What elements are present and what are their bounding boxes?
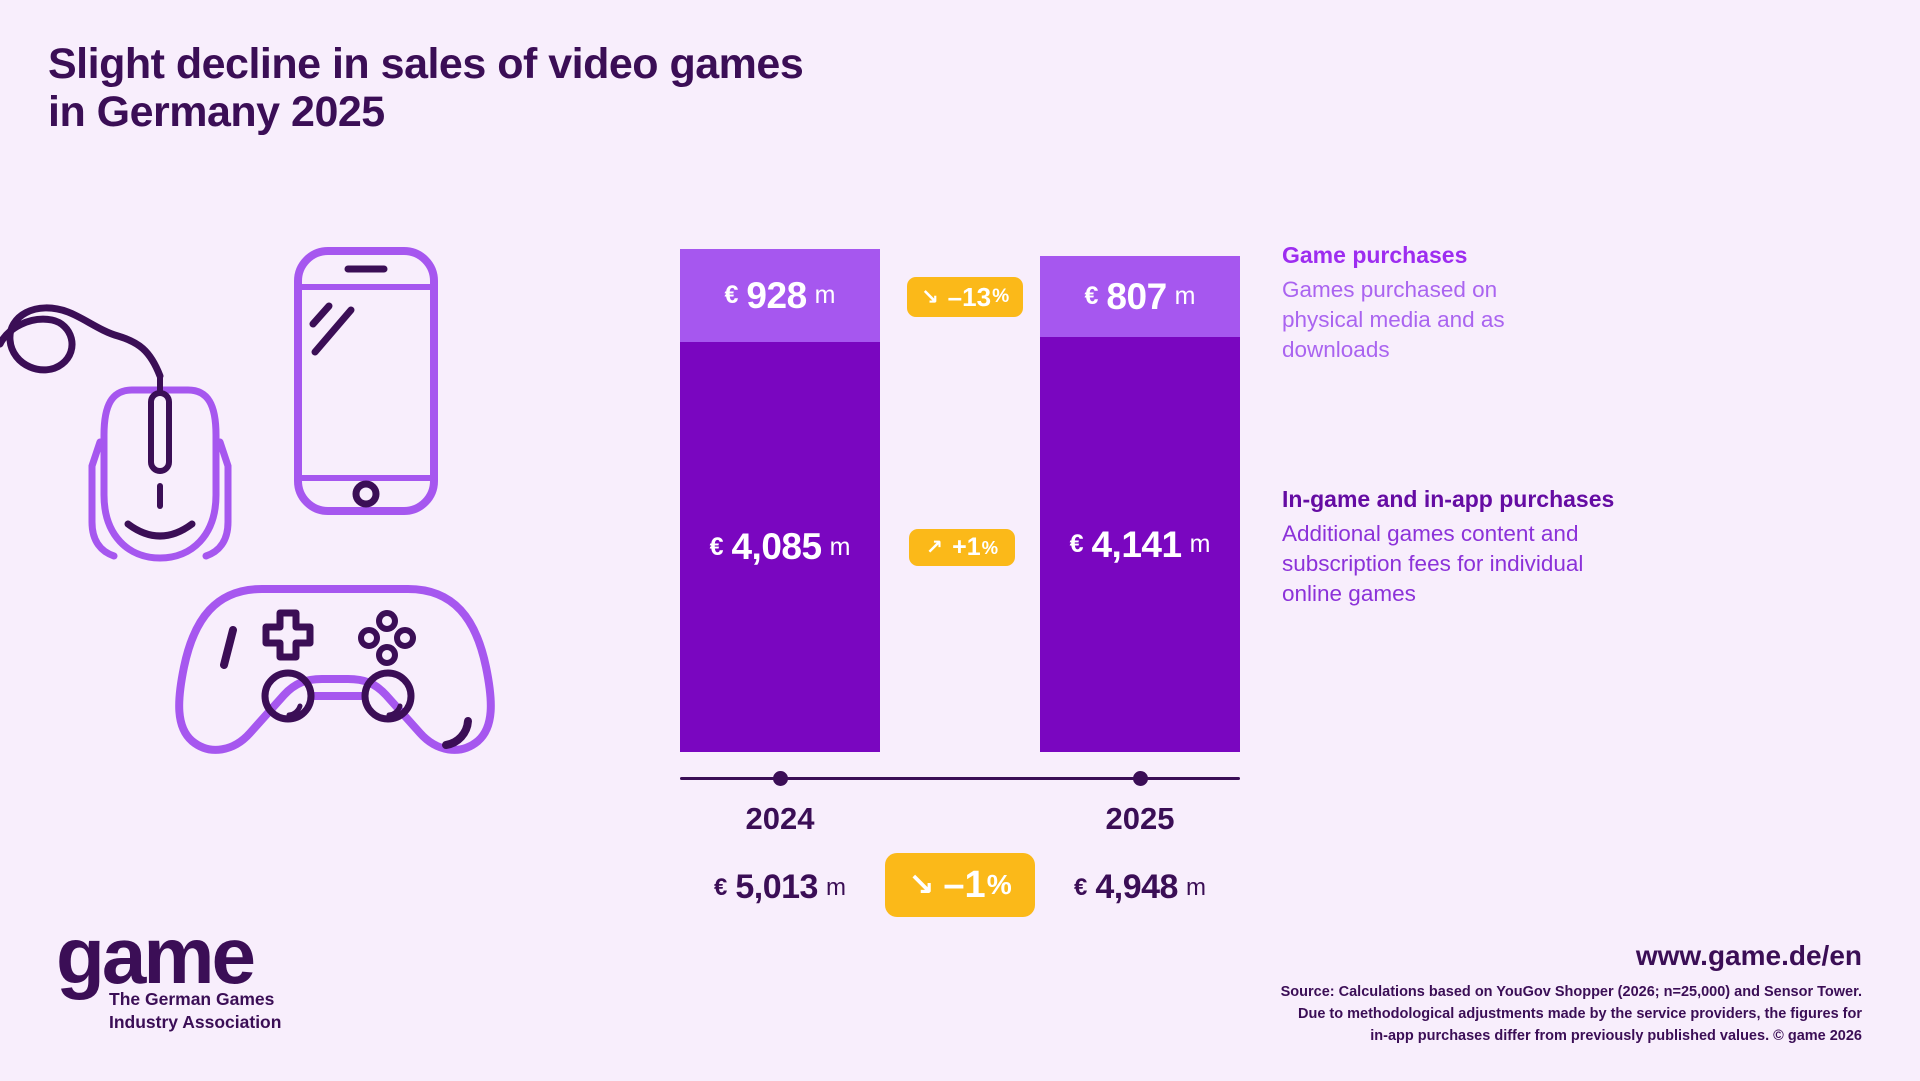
game-association-logo: game [56, 911, 256, 1000]
phone-home-button [352, 480, 380, 508]
currency-symbol: € [1074, 873, 1088, 901]
page-title-line1: Slight decline in sales of video games [48, 40, 804, 88]
bar-2025-game-purchases-value: € 807 m [1084, 275, 1196, 317]
currency-symbol: € [709, 532, 724, 561]
currency-symbol: € [724, 281, 739, 309]
source-note: Source: Calculations based on YouGov Sho… [1280, 984, 1862, 1044]
page-title-line2: in Germany 2025 [48, 88, 385, 137]
total-2024: € 5,013 m [714, 868, 846, 906]
bar-2024: € 928 m € 4,085 m [680, 249, 880, 752]
x-axis-line [680, 777, 1240, 780]
gamepad-dpad [262, 609, 314, 661]
mouse-scroll-wheel [148, 390, 172, 474]
currency-symbol: € [714, 873, 728, 901]
currency-symbol: € [1069, 530, 1084, 558]
bar-2024-game-purchases-value: € 928 m [724, 274, 836, 316]
bar-2024-ingame-segment: € 4,085 m [680, 342, 880, 752]
gamepad-right-stick [361, 669, 415, 723]
arrow-down-right-icon: ↘ [920, 284, 939, 309]
bar-2025-ingame-segment: € 4,141 m [1040, 337, 1240, 752]
arrow-down-right-icon: ↘ [908, 867, 935, 902]
gamepad-left-stick [261, 669, 315, 723]
axis-dot-2025 [1133, 771, 1148, 786]
computer-mouse-icon [0, 304, 232, 562]
gamepad-body [175, 585, 495, 754]
x-axis-label-2024: 2024 [745, 801, 815, 836]
bar-2025-game-purchases-segment: € 807 m [1040, 256, 1240, 337]
page-title: Slight decline in sales of video games i… [48, 40, 804, 137]
legend-ingame-purchases-title: In-game and in-app purchases [1282, 486, 1615, 512]
change-badge-game-purchases: ↘ –13 % [907, 277, 1023, 317]
x-axis-label-2025: 2025 [1105, 801, 1175, 836]
bar-2024-game-purchases-segment: € 928 m [680, 249, 880, 342]
legend-game-purchases-title: Game purchases [1282, 242, 1468, 268]
website-link[interactable]: www.game.de/en [1635, 940, 1862, 971]
mouse-body [100, 386, 220, 562]
legend-game-purchases: Game purchases Games purchased on physic… [1282, 242, 1632, 365]
stacked-bar-chart: € 928 m € 4,085 m € 807 m [680, 248, 1240, 917]
mouse-cable [0, 304, 164, 380]
currency-symbol: € [1084, 282, 1099, 310]
gamepad-icon [175, 585, 495, 754]
phone-body [294, 247, 438, 515]
logo-tagline: The German Games Industry Association [109, 989, 282, 1033]
bar-2025-ingame-value: € 4,141 m [1069, 523, 1211, 565]
change-badge-total: ↘ –1 % [885, 853, 1035, 917]
change-badge-ingame: ↗ +1 % [909, 529, 1015, 566]
bar-2024-ingame-value: € 4,085 m [709, 526, 851, 567]
smartphone-icon [294, 247, 438, 515]
bar-2025: € 807 m € 4,141 m [1040, 256, 1240, 752]
legend-ingame-purchases: In-game and in-app purchases Additional … [1282, 486, 1632, 609]
axis-dot-2024 [773, 771, 788, 786]
arrow-up-right-icon: ↗ [925, 536, 944, 559]
total-2025: € 4,948 m [1074, 868, 1206, 906]
